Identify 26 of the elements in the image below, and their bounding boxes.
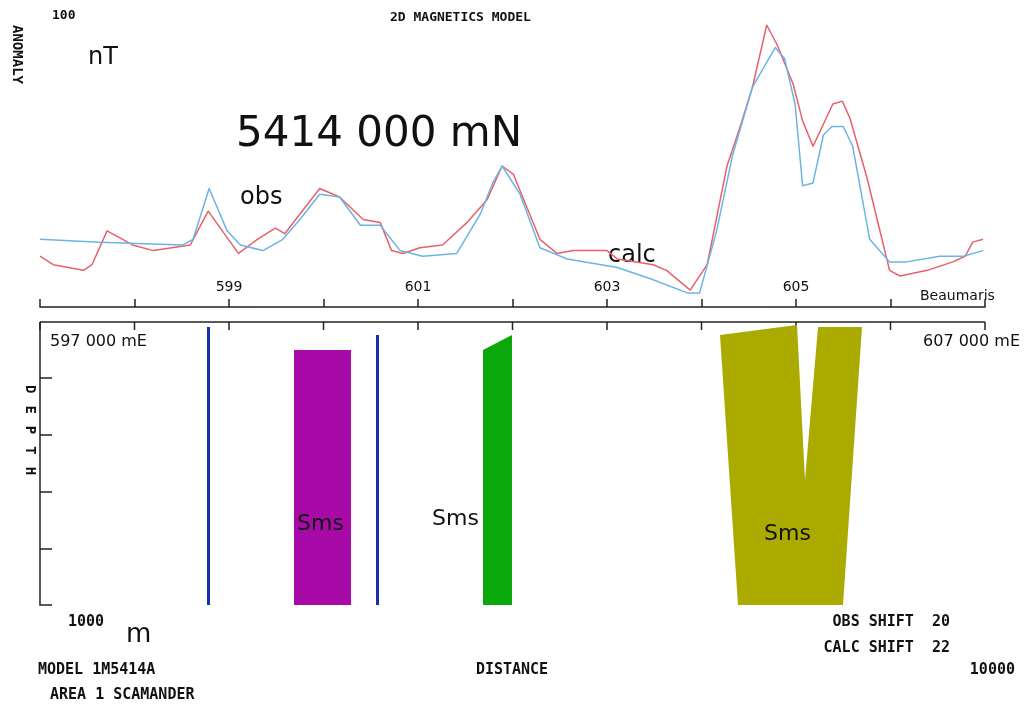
text: MODEL 1M5414A	[38, 660, 156, 678]
annotation: Beaumaris	[920, 287, 995, 303]
annotation: 5414 000 mN	[236, 106, 523, 156]
text: DISTANCE	[475, 660, 549, 678]
chart-title: 2D MAGNETICS MODEL	[390, 9, 532, 24]
text: CALC SHIFT 22	[823, 638, 950, 656]
text: Sms	[432, 505, 479, 530]
text: m	[126, 618, 152, 648]
annotation: nT	[88, 42, 119, 70]
y-axis-title: ANOMALY	[10, 25, 26, 85]
annotation: obs	[240, 182, 283, 210]
text: 100	[52, 7, 76, 22]
text: 1000	[68, 612, 105, 630]
text: 607 000 mE	[923, 331, 1020, 350]
x-tick-label: 603	[593, 278, 621, 294]
text: AREA 1 SCAMANDER	[50, 685, 196, 703]
text: DEPTH	[23, 385, 39, 488]
x-tick-label: 605	[782, 278, 810, 294]
x-tick-label: 601	[404, 278, 432, 294]
text: 10000	[969, 660, 1015, 678]
text: Sms	[764, 520, 811, 545]
annotation: calc	[608, 240, 656, 268]
x-tick-label: 599	[215, 278, 243, 294]
text: Sms	[297, 510, 344, 535]
text: OBS SHIFT 20	[832, 612, 950, 630]
text: 597 000 mE	[50, 331, 147, 350]
